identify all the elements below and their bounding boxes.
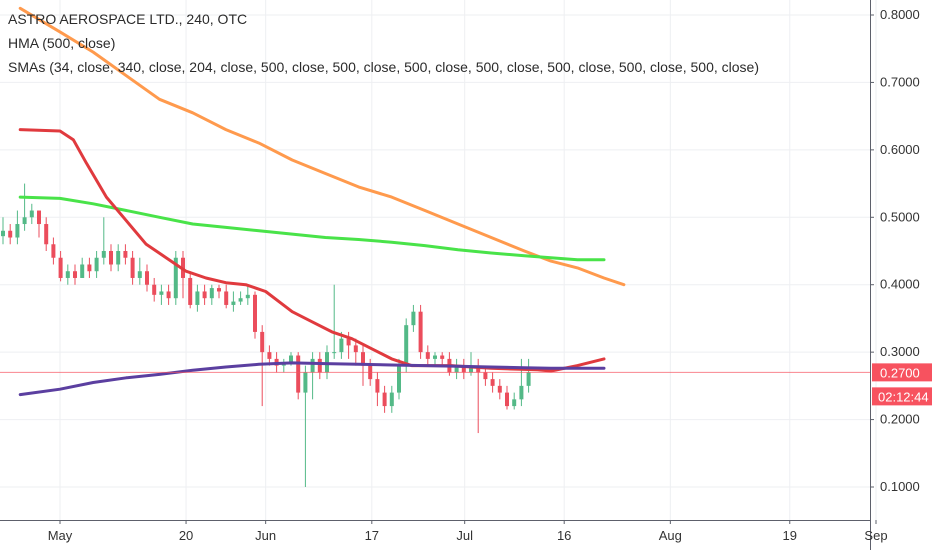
countdown-badge [872, 387, 932, 406]
series-line-4 [18, 361, 606, 397]
x-tick-label: 20 [179, 528, 193, 543]
candle-body [332, 352, 337, 354]
candle-body [425, 352, 430, 359]
candle-body [339, 338, 344, 353]
candle-body [245, 294, 250, 299]
candle-body [310, 358, 315, 373]
candle-body [289, 355, 293, 363]
candle-body [195, 291, 200, 305]
y-tick-label: 0.8000 [880, 7, 920, 22]
candle-body [87, 264, 92, 272]
candle-body [73, 271, 77, 278]
candle-body [404, 325, 409, 366]
candle-body [8, 230, 13, 238]
candle-body [44, 224, 49, 245]
candle-body [159, 291, 164, 295]
candle-body [317, 358, 322, 373]
candle-body [217, 288, 221, 292]
x-tick-label: Jul [456, 528, 473, 543]
y-tick-label: 0.2000 [880, 412, 920, 427]
candle-body [353, 345, 358, 353]
y-tick-label: 0.6000 [880, 142, 920, 157]
candle-body [116, 251, 121, 265]
candle-body [145, 271, 149, 285]
legend-smas[interactable]: SMAs (34, close, 340, close, 204, close,… [8, 59, 759, 75]
candle-body [1, 230, 5, 237]
y-tick-label: 0.3000 [880, 344, 920, 359]
candle-body [526, 372, 531, 386]
candle-body [238, 298, 243, 302]
candle-body [94, 257, 99, 272]
candle-body [476, 365, 481, 373]
candle-body [382, 392, 387, 407]
candle-body [440, 355, 445, 359]
candle-body [296, 355, 301, 393]
candle-body [346, 338, 351, 346]
candle-body [101, 251, 106, 258]
candle-body [469, 365, 473, 373]
y-tick-label: 0.4000 [880, 277, 920, 292]
series-line-3 [18, 128, 606, 373]
candle-body [29, 210, 34, 218]
candle-body [512, 399, 517, 407]
candle-body [411, 311, 416, 326]
price-badge [872, 363, 932, 382]
candle-body [22, 217, 27, 225]
y-tick-label: 0.5000 [880, 209, 920, 224]
candle-body [433, 355, 437, 359]
candle-body [173, 257, 178, 299]
candle-body [461, 365, 466, 373]
candle-body [253, 294, 257, 332]
candle-body [80, 264, 85, 278]
legend: ASTRO AEROSPACE LTD., 240, OTC HMA (500,… [8, 7, 759, 79]
candle-body [397, 365, 401, 393]
candle-body [454, 365, 459, 373]
y-tick-label: 0.7000 [880, 74, 920, 89]
countdown-label: 02:12:44 [878, 389, 929, 404]
price-badge-label: 0.2700 [880, 365, 920, 380]
candle-body [418, 311, 423, 353]
candle-body [152, 284, 157, 295]
candle-body [37, 210, 41, 225]
candle-body [166, 291, 171, 299]
candle-body [389, 392, 394, 407]
candle-body [375, 379, 380, 393]
candle-body [58, 257, 63, 278]
candle-body [490, 379, 495, 386]
candle-body [303, 372, 308, 393]
candle-body [505, 392, 509, 407]
candle-body [202, 291, 207, 299]
y-tick-label: 0.1000 [880, 479, 920, 494]
candle-body [65, 271, 70, 278]
candle-body [260, 331, 265, 353]
candle-body [224, 291, 229, 305]
x-tick-label: 19 [783, 528, 797, 543]
candle-body [497, 385, 502, 393]
candle-body [519, 385, 524, 400]
x-tick-label: 17 [365, 528, 379, 543]
series-line-1 [18, 6, 626, 287]
candle-body [51, 244, 56, 258]
candle-body [15, 224, 20, 238]
candle-body [130, 257, 135, 278]
legend-hma[interactable]: HMA (500, close) [8, 35, 116, 51]
candle-body [209, 288, 214, 299]
x-tick-label: Sep [864, 528, 887, 543]
candle-body [123, 251, 128, 258]
candle-body [267, 352, 272, 359]
series-line-2 [18, 195, 606, 262]
candle-body [231, 301, 236, 305]
candle-body [109, 251, 113, 265]
x-tick-label: May [48, 528, 73, 543]
legend-title[interactable]: ASTRO AEROSPACE LTD., 240, OTC [8, 11, 248, 27]
candle-body [361, 352, 365, 366]
x-tick-label: Aug [659, 528, 682, 543]
candle-body [483, 372, 488, 380]
candle-body [188, 277, 193, 305]
candle-body [137, 271, 142, 278]
x-tick-label: Jun [255, 528, 276, 543]
x-tick-label: 16 [557, 528, 571, 543]
